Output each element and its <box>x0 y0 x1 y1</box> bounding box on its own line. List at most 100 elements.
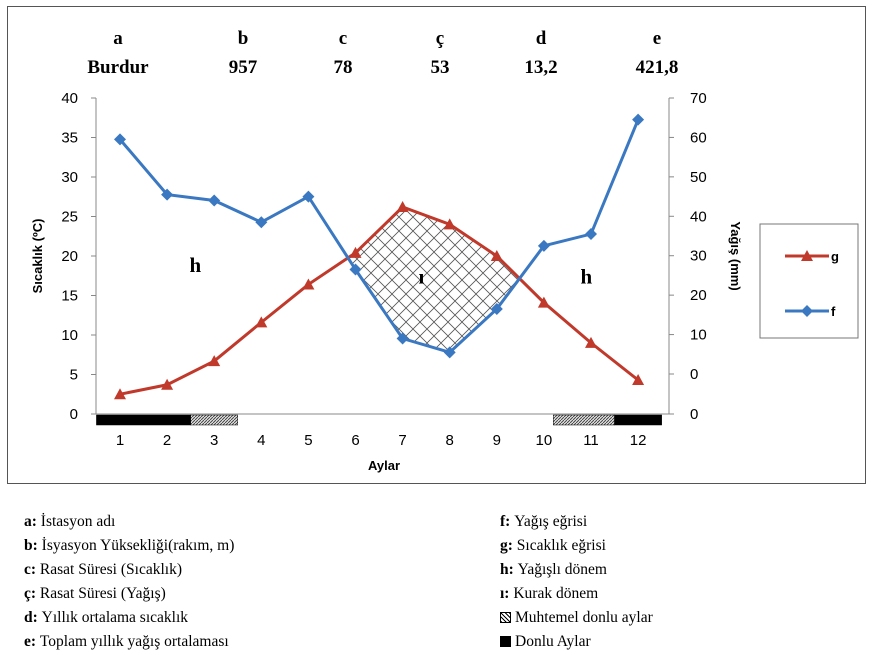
note-text: Toplam yıllık yağış ortalaması <box>39 633 229 650</box>
note-item: ç: Rasat Süresi (Yağış) <box>24 585 166 603</box>
x-tick-label: 7 <box>398 432 406 449</box>
note-item: a: İstasyon adı <box>24 513 115 531</box>
note-text: Yıllık ortalama sıcaklık <box>41 609 189 626</box>
header-code-2: c <box>339 28 347 49</box>
hatched-square-icon <box>500 612 511 623</box>
marker-g <box>632 374 645 386</box>
marker-f <box>632 113 645 126</box>
marker-f <box>396 332 409 345</box>
right-tick-label: 60 <box>690 129 707 146</box>
left-tick-label: 20 <box>61 248 78 265</box>
marker-f <box>537 239 550 252</box>
note-text: Yağışlı dönem <box>517 561 607 578</box>
left-tick-label: 10 <box>61 327 78 344</box>
note-text: Rasat Süresi (Sıcaklık) <box>39 561 182 578</box>
header-code-3: ç <box>436 28 444 49</box>
right-tick-label: 50 <box>690 169 707 186</box>
marker-g <box>302 278 315 290</box>
right-tick-label: 40 <box>690 208 707 225</box>
left-tick-label: 5 <box>70 367 78 384</box>
frost-band-solid <box>614 414 662 426</box>
header-value-5: 421,8 <box>636 57 679 78</box>
header-code-0: a <box>113 28 123 49</box>
marker-f <box>349 263 362 276</box>
right-tick-label: 70 <box>690 90 707 107</box>
marker-g <box>537 296 550 308</box>
note-key: ı: <box>500 585 514 602</box>
legend-marker-g <box>801 250 813 261</box>
marker-f <box>255 216 268 229</box>
note-item: d: Yıllık ortalama sıcaklık <box>24 609 188 627</box>
region-label-1: ı <box>419 265 425 289</box>
y-axis-label-left: Sıcaklık (ºC) <box>30 219 45 294</box>
marker-g <box>161 378 174 390</box>
note-item: g: Sıcaklık eğrisi <box>500 537 606 555</box>
x-tick-label: 6 <box>351 432 359 449</box>
marker-g <box>349 246 362 258</box>
note-key: h: <box>500 561 518 578</box>
x-tick-label: 4 <box>257 432 265 449</box>
note-item: c: Rasat Süresi (Sıcaklık) <box>24 561 182 579</box>
right-tick-label: 0 <box>690 366 698 383</box>
header-code-4: d <box>536 28 547 49</box>
note-item: Muhtemel donlu aylar <box>500 609 653 627</box>
left-tick-label: 15 <box>61 288 78 305</box>
legend-label-g: g <box>831 249 839 264</box>
note-text: İstasyon adı <box>40 513 116 530</box>
dry-period-area <box>347 207 520 353</box>
header-code-1: b <box>238 28 249 49</box>
header-value-4: 13,2 <box>524 57 557 78</box>
right-tick-label: 20 <box>690 287 707 304</box>
note-item: b: İsyasyon Yüksekliği(rakım, m) <box>24 537 234 555</box>
marker-g <box>114 388 126 400</box>
frost-band-hatched <box>190 414 238 426</box>
chart-frame <box>7 6 866 484</box>
frost-band-hatched <box>553 414 615 426</box>
note-text: Kurak dönem <box>513 585 599 602</box>
note-item: e: Toplam yıllık yağış ortalaması <box>24 633 229 651</box>
note-key: b: <box>24 537 42 554</box>
x-tick-label: 2 <box>163 432 171 449</box>
marker-g <box>255 316 268 328</box>
note-item: f: Yağış eğrisi <box>500 513 587 531</box>
note-item: ı: Kurak dönem <box>500 585 598 603</box>
header-value-1: 957 <box>229 57 258 78</box>
note-text: Sıcaklık eğrisi <box>516 537 606 554</box>
note-text: İsyasyon Yüksekliği(rakım, m) <box>41 537 235 554</box>
marker-f <box>585 228 597 241</box>
note-text: Yağış eğrisi <box>514 513 588 530</box>
note-item: Donlu Aylar <box>500 633 591 651</box>
series-line-g <box>119 205 640 396</box>
x-tick-label: 12 <box>630 432 647 449</box>
x-tick-label: 1 <box>116 432 124 449</box>
series-line-f <box>118 119 640 354</box>
x-tick-label: 9 <box>493 432 501 449</box>
header-code-5: e <box>653 28 661 49</box>
header-value-0: Burdur <box>87 57 149 78</box>
marker-g <box>208 355 221 367</box>
x-tick-label: 3 <box>210 432 218 449</box>
marker-g <box>396 201 409 213</box>
solid-square-icon <box>500 636 511 647</box>
right-tick-label: 0 <box>690 406 698 423</box>
legend-box <box>759 223 859 339</box>
note-key: ç: <box>24 585 40 602</box>
header-value-2: 78 <box>334 57 353 78</box>
note-item: h: Yağışlı dönem <box>500 561 607 579</box>
note-key: f: <box>500 513 515 530</box>
region-label-0: h <box>190 253 202 277</box>
marker-g <box>443 218 456 230</box>
marker-f <box>490 302 503 315</box>
note-text: Rasat Süresi (Yağış) <box>39 585 166 602</box>
legend-marker-f <box>801 305 813 317</box>
marker-f <box>208 194 221 207</box>
left-tick-label: 35 <box>61 130 78 147</box>
marker-g <box>490 250 503 261</box>
right-tick-label: 30 <box>690 248 707 265</box>
frost-band-solid <box>96 414 191 426</box>
legend-label-f: f <box>831 304 836 319</box>
marker-g <box>585 336 597 348</box>
note-key: e: <box>24 633 40 650</box>
right-tick-label: 10 <box>690 327 707 344</box>
